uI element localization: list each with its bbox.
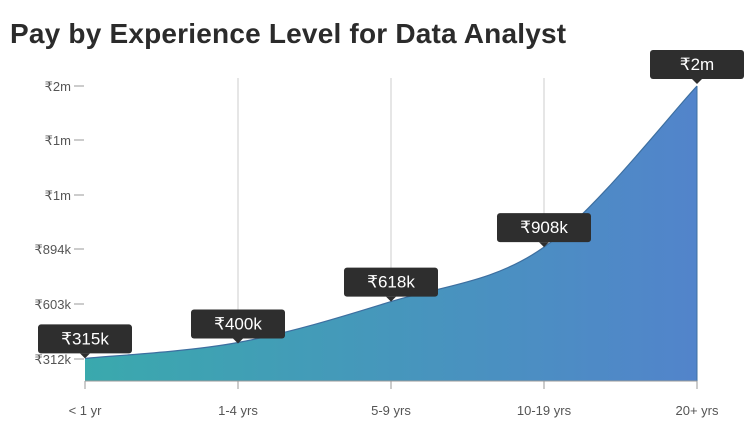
data-label-pointer: [80, 353, 90, 359]
data-label: ₹618k: [344, 267, 438, 302]
data-label-text: ₹618k: [367, 273, 415, 292]
area-layer: [84, 85, 698, 381]
label-layer: ₹315k ₹400k ₹618k ₹908k ₹2m: [38, 50, 744, 359]
x-tick-label: < 1 yr: [69, 403, 103, 418]
data-label-pointer: [386, 296, 396, 302]
data-label-box: [650, 50, 744, 79]
series-line: [84, 85, 698, 360]
data-label-text: ₹400k: [214, 314, 262, 333]
x-tick-label: 10-19 yrs: [517, 403, 572, 418]
data-label-box: [38, 324, 132, 354]
data-label: ₹908k: [497, 213, 591, 248]
y-tick-label: ₹894k: [35, 242, 72, 257]
data-label-box: [497, 213, 591, 243]
data-label-text: ₹2m: [680, 55, 714, 74]
y-tick-label: ₹312k: [35, 352, 72, 367]
data-label-pointer: [233, 338, 243, 344]
x-tick-label: 1-4 yrs: [218, 403, 258, 418]
y-tick-label: ₹1m: [45, 133, 71, 148]
data-label-box: [344, 267, 438, 297]
data-label: ₹400k: [191, 309, 285, 344]
data-label-box: [191, 309, 285, 339]
data-label: ₹2m: [650, 50, 744, 84]
data-label: ₹315k: [38, 324, 132, 359]
y-tick-label: ₹603k: [35, 297, 72, 312]
area-fill: [85, 86, 697, 381]
data-label-text: ₹908k: [520, 218, 568, 237]
data-label-pointer: [692, 79, 702, 84]
y-tick-label: ₹2m: [45, 79, 71, 94]
data-label-text: ₹315k: [61, 329, 109, 348]
chart-title: Pay by Experience Level for Data Analyst: [10, 18, 567, 49]
axis-layer: ₹312k ₹603k ₹894k ₹1m ₹1m ₹2m < 1 yr 1-4 yrs 5-9…: [35, 79, 719, 418]
x-tick-label: 20+ yrs: [676, 403, 719, 418]
x-tick-label: 5-9 yrs: [371, 403, 411, 418]
data-label-pointer: [539, 242, 549, 248]
y-tick-label: ₹1m: [45, 188, 71, 203]
